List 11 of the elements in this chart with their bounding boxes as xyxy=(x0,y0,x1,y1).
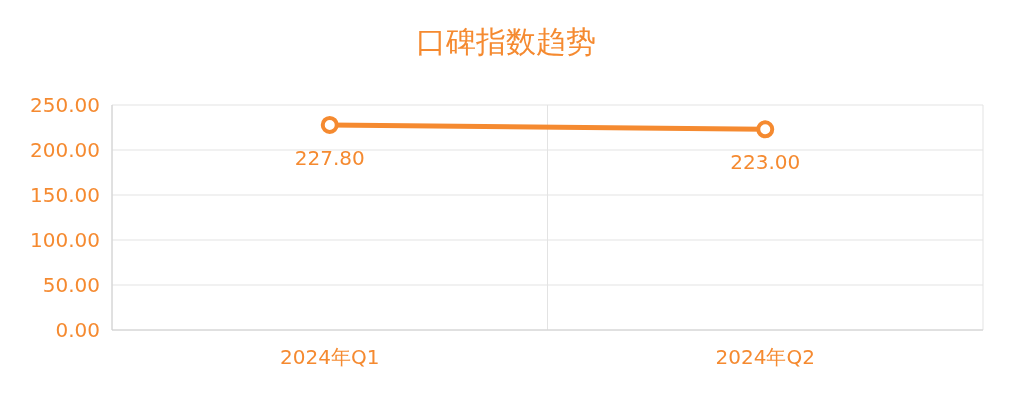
data-label: 227.80 xyxy=(294,145,365,170)
x-tick-label: 2024年Q2 xyxy=(715,345,815,370)
y-tick-label: 0.00 xyxy=(55,318,100,343)
x-tick-label: 2024年Q1 xyxy=(280,345,380,370)
y-tick-label: 50.00 xyxy=(42,273,100,298)
y-tick-label: 150.00 xyxy=(30,183,100,208)
chart-title: 口碑指数趋势 xyxy=(415,23,597,61)
y-tick-label: 100.00 xyxy=(30,228,100,253)
y-tick-label: 200.00 xyxy=(30,138,100,163)
data-label: 223.00 xyxy=(730,150,801,175)
y-tick-label: 250.00 xyxy=(30,93,100,118)
